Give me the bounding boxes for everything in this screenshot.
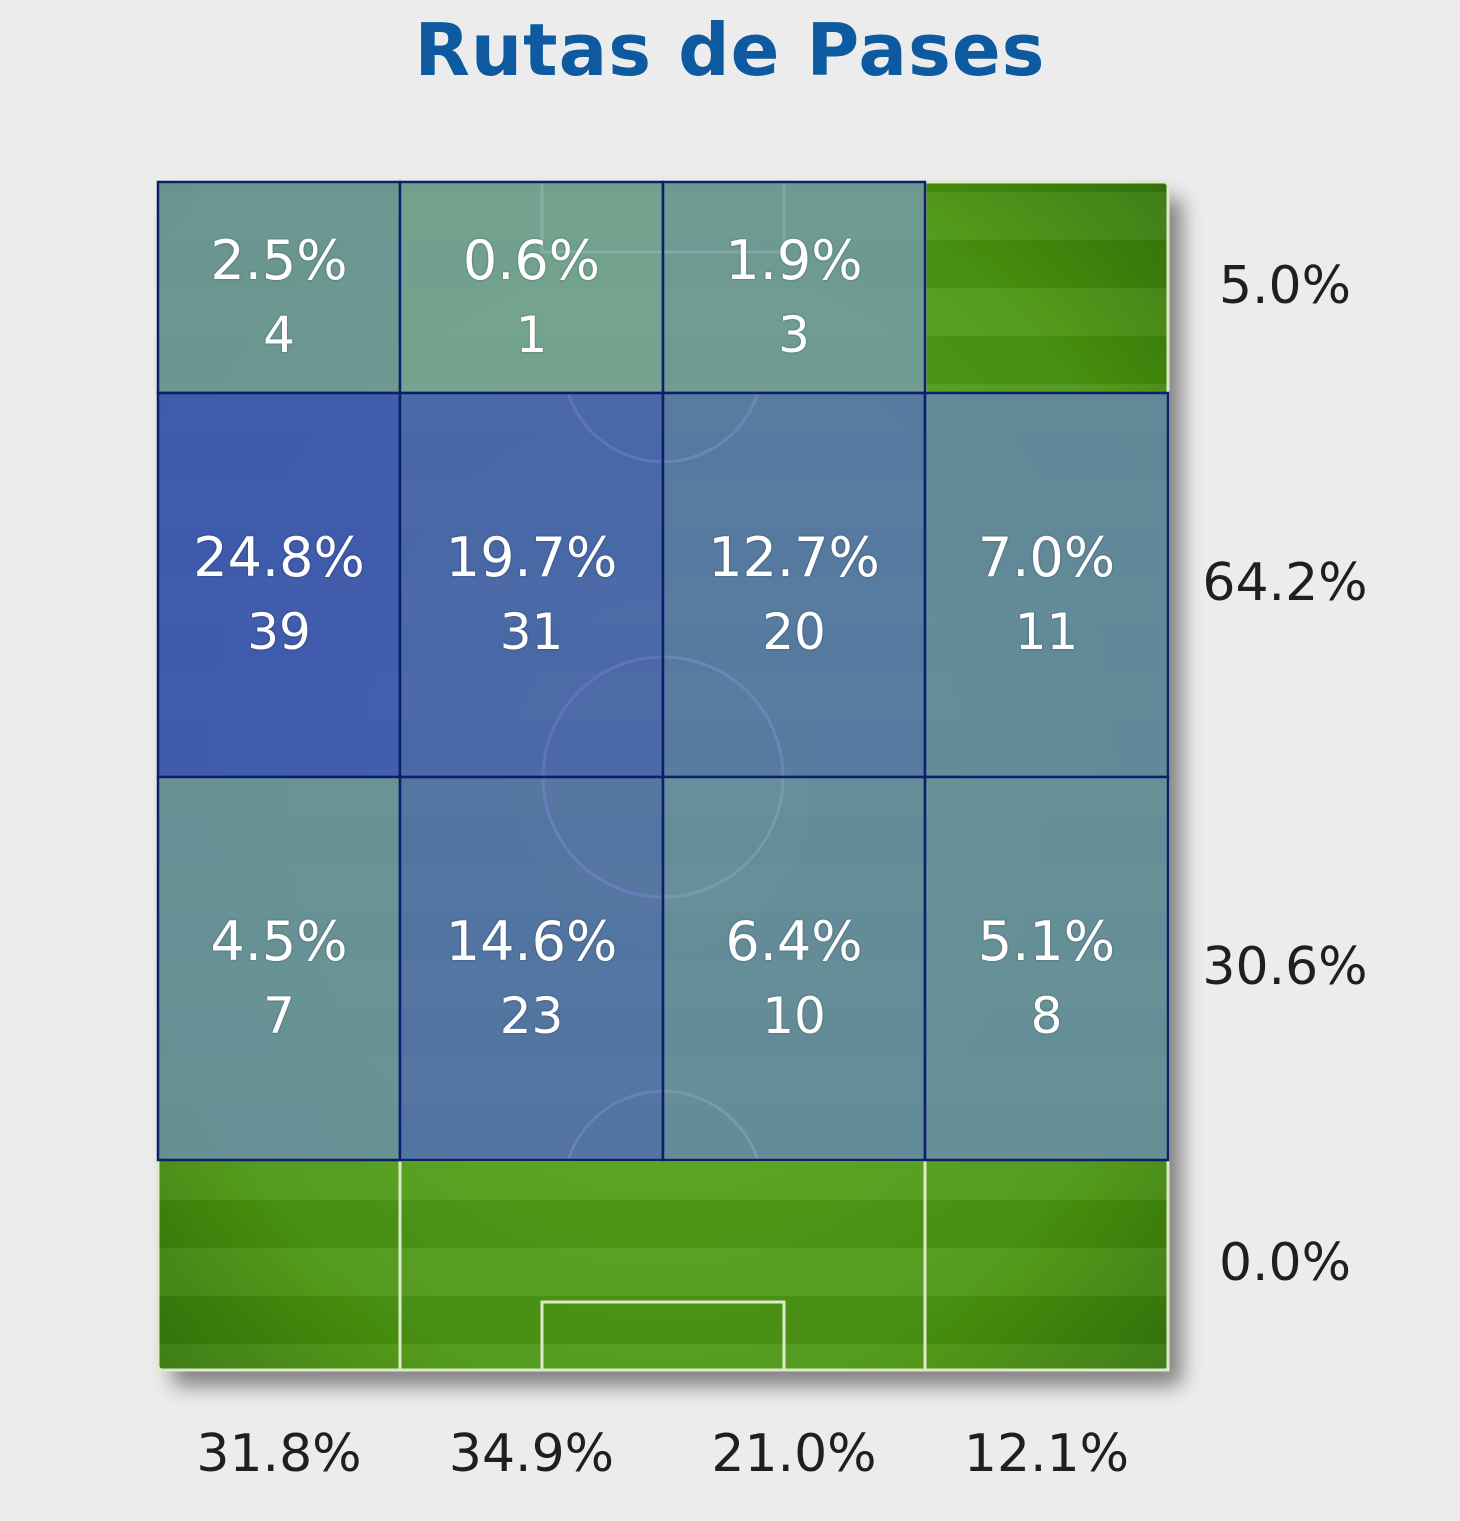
cell-percent: 12.7% [708, 526, 880, 589]
cell-percent: 19.7% [445, 526, 618, 589]
cell-label: 1.9% 3 [663, 228, 925, 364]
cell-label: 24.8% 39 [158, 526, 400, 661]
cell-label: 2.5% 4 [158, 228, 400, 364]
cell-count: 23 [499, 986, 564, 1045]
heat-cell [923, 391, 1170, 779]
column-total: 12.1% [963, 1424, 1130, 1484]
cell-count: 11 [1014, 603, 1079, 661]
cell-count: 10 [762, 986, 826, 1045]
column-total: 31.8% [196, 1424, 362, 1484]
bottom-goal-area [540, 1300, 786, 1372]
cell-percent: 4.5% [210, 909, 348, 973]
cell-label: 12.7% 20 [663, 526, 925, 661]
cell-label: 0.6% 1 [400, 228, 663, 364]
cell-count: 8 [1030, 986, 1063, 1045]
cell-count: 1 [515, 305, 548, 364]
cell-count: 39 [247, 603, 311, 661]
cell-percent: 0.6% [462, 228, 601, 292]
heatmap-cells [156, 180, 1170, 1162]
cell-count: 31 [499, 603, 564, 661]
cell-label: 14.6% 23 [400, 909, 663, 1045]
cell-percent: 1.9% [725, 228, 863, 292]
cell-label: 7.0% 11 [925, 526, 1168, 661]
heat-cell [398, 180, 665, 395]
heat-cell [156, 391, 402, 779]
cell-label: 19.7% 31 [400, 526, 663, 661]
column-total: 21.0% [711, 1424, 877, 1484]
cell-count: 20 [762, 603, 826, 661]
row-total: 64.2% [1202, 553, 1368, 613]
cell-count: 7 [263, 986, 295, 1045]
heat-cell [398, 775, 665, 1162]
row-total: 5.0% [1218, 255, 1352, 316]
chart-title: Rutas de Pases [414, 8, 1046, 92]
column-total: 34.9% [448, 1424, 615, 1484]
heat-cell [156, 180, 402, 395]
cell-label: 4.5% 7 [158, 909, 400, 1045]
row-total: 0.0% [1218, 1233, 1352, 1293]
cell-count: 4 [263, 305, 295, 364]
cell-label: 5.1% 8 [925, 909, 1168, 1045]
cell-count: 3 [778, 305, 810, 364]
cell-percent: 7.0% [977, 526, 1116, 589]
cell-percent: 14.6% [445, 909, 618, 973]
cell-percent: 6.4% [725, 909, 863, 973]
heat-cell [156, 775, 402, 1162]
heat-cell [923, 775, 1170, 1162]
cell-percent: 5.1% [977, 909, 1116, 973]
heat-cell [661, 775, 927, 1162]
cell-percent: 24.8% [193, 526, 365, 589]
cell-percent: 2.5% [210, 228, 348, 292]
heat-cell [661, 391, 927, 779]
cell-label: 6.4% 10 [663, 909, 925, 1045]
row-total: 30.6% [1202, 936, 1368, 997]
